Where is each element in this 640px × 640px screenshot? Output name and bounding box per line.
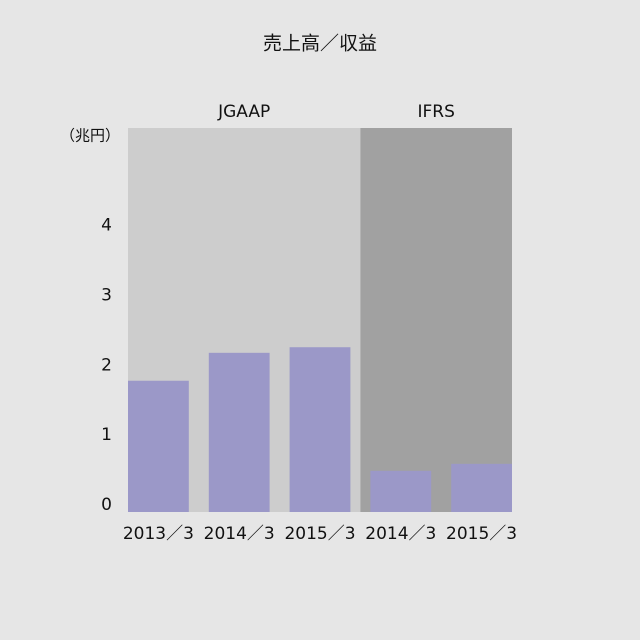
group-label: IFRS — [417, 102, 454, 122]
x-tick-label: 2014／3 — [204, 524, 275, 544]
y-axis-label: （兆円） — [60, 127, 120, 145]
bar — [128, 380, 189, 512]
x-tick-label: 2015／3 — [446, 524, 517, 544]
group-region — [360, 128, 512, 512]
y-tick-label: 0 — [101, 495, 112, 515]
x-tick-label: 2015／3 — [284, 524, 355, 544]
bar — [370, 470, 432, 512]
x-tick-label: 2013／3 — [123, 524, 194, 544]
y-tick-label: 2 — [101, 355, 112, 375]
chart-title: 売上高／収益 — [263, 33, 377, 55]
y-tick-label: 4 — [101, 216, 112, 236]
x-tick-label: 2014／3 — [365, 524, 436, 544]
y-tick-label: 1 — [101, 425, 112, 445]
group-label: JGAAP — [217, 102, 270, 122]
bar — [208, 352, 270, 512]
y-tick-label: 3 — [101, 286, 112, 306]
bar — [451, 463, 512, 512]
bar — [289, 347, 351, 512]
